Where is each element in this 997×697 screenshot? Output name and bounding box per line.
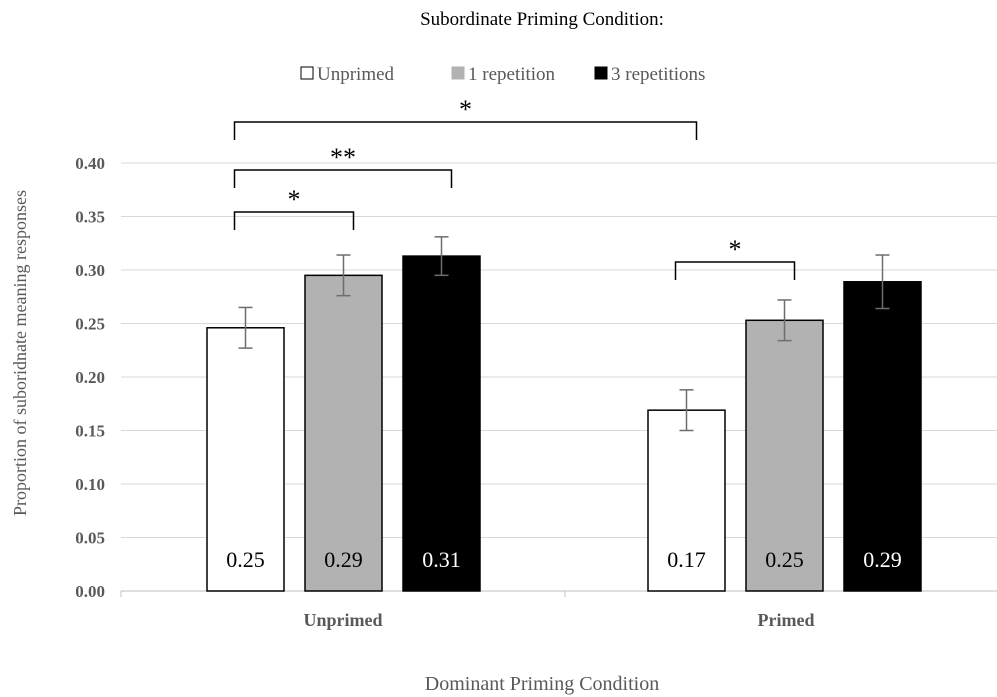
data-label: 0.31 [422,547,461,572]
value-labels: 0.25 0.17 0.29 0.25 0.31 0.29 [226,547,902,572]
category-label: Unprimed [303,610,382,630]
x-axis-title: Dominant Priming Condition [425,673,659,695]
y-tick-label: 0.25 [75,315,105,334]
legend-swatch [300,66,314,80]
significance-bracket: * [233,185,355,230]
y-axis-title: Proportion of suboridnate meaning respon… [10,190,30,516]
y-tick-label: 0.35 [75,208,105,227]
significance-marker: * [288,185,301,214]
y-tick-label: 0.15 [75,422,105,441]
significance-brackets: ***** [233,95,796,280]
data-label: 0.17 [667,547,706,572]
y-tick-label: 0.40 [75,154,105,173]
legend-swatch [451,66,465,80]
category-label: Primed [758,610,815,630]
x-axis-ticks [120,591,566,597]
significance-bracket: * [233,95,698,140]
legend-swatch [594,66,608,80]
data-label: 0.25 [226,547,265,572]
bar [206,327,285,592]
significance-marker: * [729,235,742,264]
significance-marker: * [459,95,472,124]
bracket-line [233,169,453,188]
y-tick-label: 0.30 [75,261,105,280]
legend-item: Unprimed [300,64,395,85]
data-label: 0.29 [324,547,363,572]
bars [206,255,922,592]
legend-label: 1 repetition [468,64,556,85]
bracket-line [233,211,355,230]
legend-item: 1 repetition [451,64,556,85]
x-axis-category-labels: Unprimed Primed [303,610,814,630]
legend-label: Unprimed [317,64,395,85]
y-tick-label: 0.10 [75,475,105,494]
bracket-line [233,121,698,140]
chart-title: Subordinate Priming Condition: [420,9,664,30]
legend-label: 3 repetitions [611,64,705,85]
bar [402,255,481,592]
significance-bracket: ** [233,143,453,188]
y-axis-tick-labels: 0.00 0.05 0.10 0.15 0.20 0.25 0.30 0.35 0.40 [75,154,105,601]
bracket-line [674,261,796,280]
y-tick-label: 0.05 [75,529,105,548]
y-tick-label: 0.20 [75,368,105,387]
bar [745,319,824,592]
bar [304,274,383,592]
y-tick-label: 0.00 [75,582,105,601]
error-bars [238,236,890,432]
data-label: 0.25 [765,547,804,572]
legend: Unprimed 1 repetition 3 repetitions [300,64,705,85]
legend-item: 3 repetitions [594,64,705,85]
bar [843,281,922,592]
significance-marker: ** [330,143,356,172]
data-label: 0.29 [863,547,902,572]
bar [647,409,726,592]
significance-bracket: * [674,235,796,280]
